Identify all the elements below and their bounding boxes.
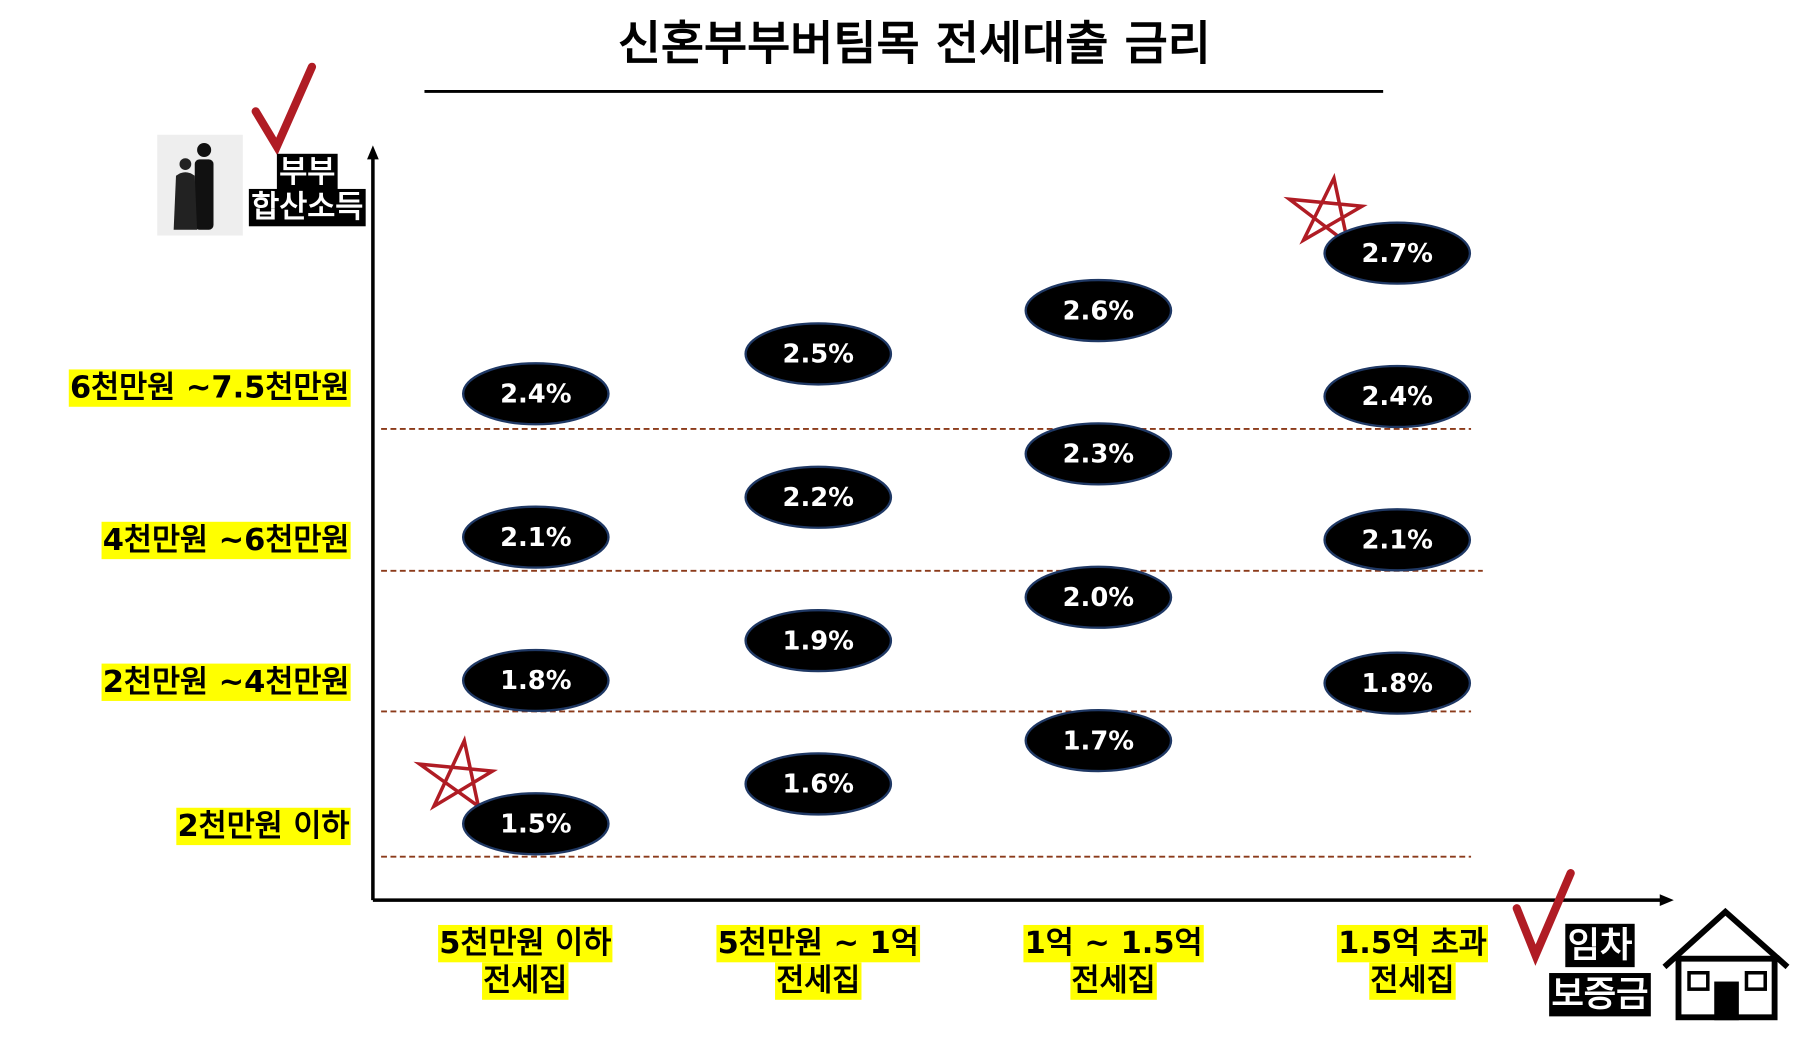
income-bracket: 2천만원 ~4천만원 xyxy=(103,665,350,700)
income-bracket: 6천만원 ~7.5천만원 xyxy=(70,371,350,406)
rate-bubble xyxy=(1024,422,1173,486)
house-icon xyxy=(1662,907,1790,1021)
star-mark xyxy=(1283,172,1368,249)
rate-bubble xyxy=(1323,651,1472,715)
rate-label: 2.1% xyxy=(500,523,571,553)
rate-label: 2.3% xyxy=(1063,440,1134,470)
rate-label: 2.5% xyxy=(783,340,854,370)
income-bracket: 2천만원 이하 xyxy=(177,809,349,844)
check-mark xyxy=(1512,869,1575,966)
income-bracket: 4천만원 ~6천만원 xyxy=(103,523,350,558)
deposit-bracket: 1.5억 초과 xyxy=(1338,926,1487,961)
label-highlight xyxy=(101,663,351,701)
label-highlight xyxy=(1549,973,1651,1017)
rate-bubble xyxy=(1024,278,1173,343)
rate-label: 1.8% xyxy=(1361,669,1432,699)
deposit-bracket: 5천만원 ~ 1억 xyxy=(718,926,919,961)
deposit-bracket: 전세집 xyxy=(1072,964,1156,999)
rate-bubble xyxy=(744,465,893,529)
deposit-bracket: 전세집 xyxy=(483,964,567,999)
label-highlight xyxy=(1565,923,1635,968)
rate-bubble xyxy=(744,752,893,816)
y-axis-label: 부부 xyxy=(279,155,335,190)
label-highlight xyxy=(1023,924,1204,963)
y-arrow xyxy=(367,145,379,160)
deposit-bracket: 전세집 xyxy=(1370,964,1454,999)
label-highlight xyxy=(775,962,862,1000)
label-highlight xyxy=(1369,962,1456,1000)
rate-label: 2.4% xyxy=(500,379,571,409)
label-highlight xyxy=(716,924,921,963)
deposit-bracket: 1억 ~ 1.5억 xyxy=(1025,926,1203,961)
label-highlight xyxy=(482,962,569,1000)
x-axis-label: 임차 xyxy=(1568,925,1633,966)
rate-label: 1.5% xyxy=(500,809,571,839)
label-highlight xyxy=(68,369,351,407)
deposit-bracket: 5천만원 이하 xyxy=(439,926,611,961)
check-mark xyxy=(251,62,317,156)
rate-bubble xyxy=(461,505,610,569)
label-highlight xyxy=(438,924,613,963)
label-highlight xyxy=(1336,924,1488,963)
title: 신혼부부버팀목 전세대출 금리 xyxy=(618,16,1211,71)
rate-label: 2.4% xyxy=(1361,382,1432,412)
rate-label: 2.0% xyxy=(1063,583,1134,613)
rate-bubble xyxy=(461,792,610,856)
deposit-bracket: 전세집 xyxy=(776,964,860,999)
x-axis-label: 보증금 xyxy=(1551,974,1648,1015)
label-highlight xyxy=(1070,962,1157,1000)
y-axis-label: 합산소득 xyxy=(251,190,363,225)
couple-icon xyxy=(157,134,243,236)
rate-label: 1.9% xyxy=(783,626,854,656)
rate-bubble xyxy=(1024,708,1173,773)
rate-label: 2.1% xyxy=(1361,525,1432,555)
rate-bubble xyxy=(744,608,893,673)
rate-bubble xyxy=(461,362,610,426)
rate-bubble xyxy=(1024,565,1173,629)
rate-label: 2.2% xyxy=(783,483,854,513)
rate-label: 2.6% xyxy=(1063,296,1134,326)
row-dividers xyxy=(381,428,1483,858)
label-highlight xyxy=(176,807,351,846)
label-highlight xyxy=(101,521,351,560)
rate-label: 2.7% xyxy=(1361,239,1432,269)
rate-bubble xyxy=(1323,221,1472,285)
rate-bubble xyxy=(1323,364,1472,429)
star-mark xyxy=(413,735,498,811)
rate-label: 1.8% xyxy=(500,666,571,696)
x-arrow xyxy=(1659,894,1674,906)
rate-bubble xyxy=(744,322,893,386)
label-highlight xyxy=(248,188,366,227)
rate-bubble xyxy=(1323,508,1472,572)
rate-label: 1.7% xyxy=(1063,726,1134,756)
rate-bubble xyxy=(461,648,610,713)
label-highlight xyxy=(276,153,338,192)
rate-label: 1.6% xyxy=(783,770,854,800)
